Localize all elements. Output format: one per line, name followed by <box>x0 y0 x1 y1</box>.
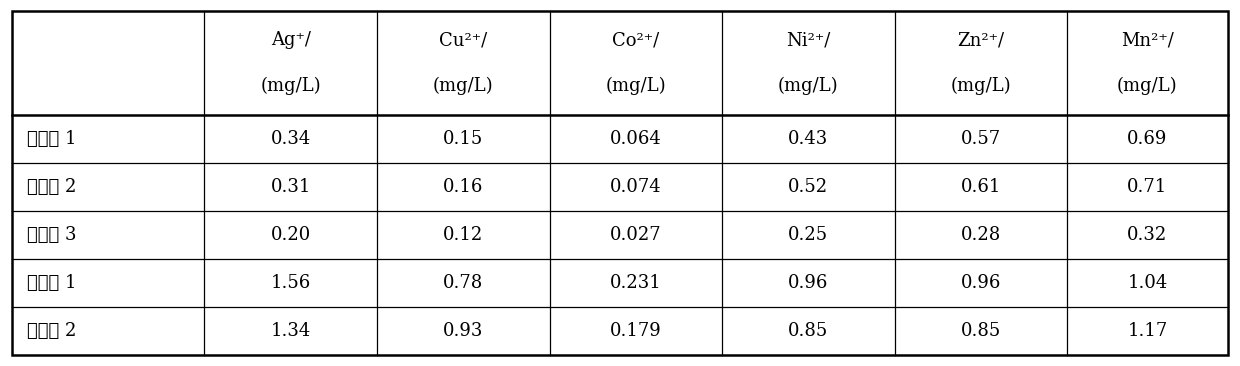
Text: Zn²⁺/: Zn²⁺/ <box>957 31 1004 49</box>
Text: 0.52: 0.52 <box>789 178 828 196</box>
Text: 实施例 2: 实施例 2 <box>27 178 77 196</box>
Text: 0.231: 0.231 <box>610 274 662 292</box>
Text: 0.16: 0.16 <box>443 178 484 196</box>
Text: 0.85: 0.85 <box>789 322 828 340</box>
Text: (mg/L): (mg/L) <box>1117 77 1178 95</box>
Text: (mg/L): (mg/L) <box>433 77 494 95</box>
Text: 0.28: 0.28 <box>961 226 1001 244</box>
Text: 1.56: 1.56 <box>270 274 311 292</box>
Text: 0.57: 0.57 <box>961 130 1001 148</box>
Text: 0.12: 0.12 <box>443 226 484 244</box>
Text: 0.78: 0.78 <box>443 274 484 292</box>
Text: 0.93: 0.93 <box>443 322 484 340</box>
Text: 0.25: 0.25 <box>789 226 828 244</box>
Text: Co²⁺/: Co²⁺/ <box>613 31 660 49</box>
Text: 对比例 2: 对比例 2 <box>27 322 77 340</box>
Text: 0.064: 0.064 <box>610 130 662 148</box>
Text: 0.179: 0.179 <box>610 322 662 340</box>
Text: 1.04: 1.04 <box>1127 274 1168 292</box>
Text: Ag⁺/: Ag⁺/ <box>270 31 311 49</box>
Text: (mg/L): (mg/L) <box>951 77 1012 95</box>
Text: 0.32: 0.32 <box>1127 226 1168 244</box>
Text: 0.61: 0.61 <box>961 178 1001 196</box>
Text: (mg/L): (mg/L) <box>260 77 321 95</box>
Text: 0.20: 0.20 <box>270 226 311 244</box>
Text: 0.074: 0.074 <box>610 178 662 196</box>
Text: (mg/L): (mg/L) <box>777 77 838 95</box>
Text: Mn²⁺/: Mn²⁺/ <box>1121 31 1174 49</box>
Text: 0.15: 0.15 <box>443 130 484 148</box>
Text: 实施例 3: 实施例 3 <box>27 226 77 244</box>
Text: 0.96: 0.96 <box>789 274 828 292</box>
Text: 0.71: 0.71 <box>1127 178 1168 196</box>
Text: 0.34: 0.34 <box>270 130 311 148</box>
Text: 0.69: 0.69 <box>1127 130 1168 148</box>
Text: 0.96: 0.96 <box>961 274 1001 292</box>
Text: 0.31: 0.31 <box>270 178 311 196</box>
Text: (mg/L): (mg/L) <box>605 77 666 95</box>
Text: 对比例 1: 对比例 1 <box>27 274 77 292</box>
Text: 1.17: 1.17 <box>1127 322 1168 340</box>
Text: 0.027: 0.027 <box>610 226 662 244</box>
Text: Ni²⁺/: Ni²⁺/ <box>786 31 831 49</box>
Text: 实施例 1: 实施例 1 <box>27 130 77 148</box>
Text: Cu²⁺/: Cu²⁺/ <box>439 31 487 49</box>
Text: 0.43: 0.43 <box>789 130 828 148</box>
Text: 1.34: 1.34 <box>270 322 311 340</box>
Text: 0.85: 0.85 <box>961 322 1001 340</box>
